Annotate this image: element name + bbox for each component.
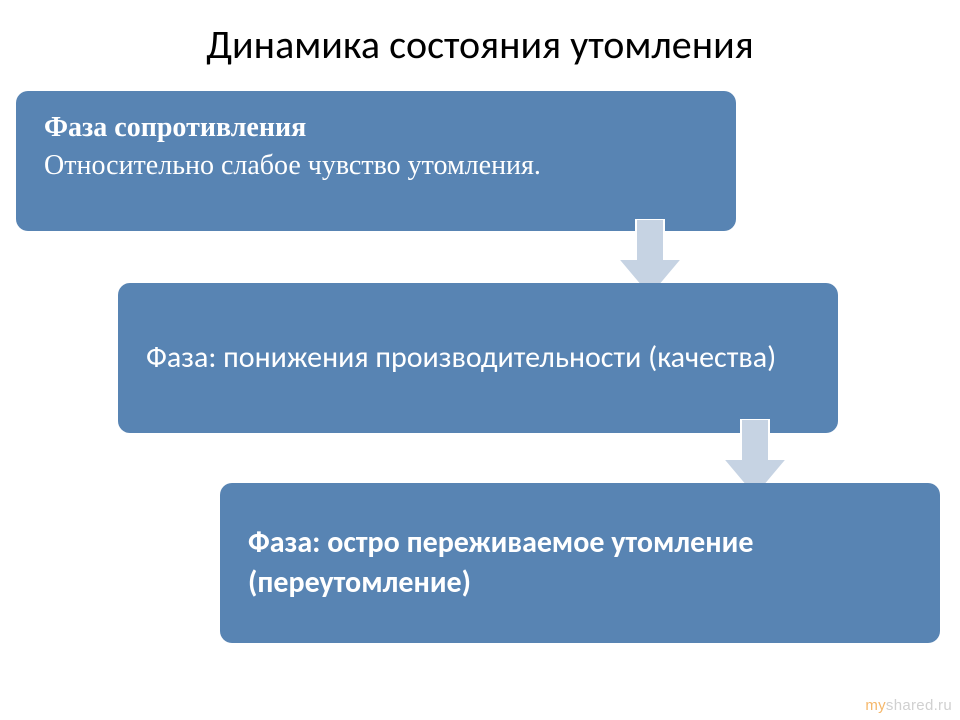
- watermark-prefix: my: [865, 697, 886, 714]
- flow-diagram: Фаза сопротивления Относительно слабое ч…: [0, 79, 960, 699]
- phase-1-body: Относительно слабое чувство утомления.: [44, 147, 708, 185]
- watermark: myshared.ru: [865, 697, 952, 714]
- phase-1-title: Фаза сопротивления: [44, 109, 708, 147]
- phase-block-2: Фаза: понижения производительности (каче…: [118, 283, 838, 433]
- phase-3-body: Фаза: остро переживаемое утомление (пере…: [248, 523, 912, 604]
- watermark-suffix: shared.ru: [886, 697, 952, 714]
- page-title: Динамика состояния утомления: [0, 0, 960, 79]
- phase-block-3: Фаза: остро переживаемое утомление (пере…: [220, 483, 940, 643]
- phase-block-1: Фаза сопротивления Относительно слабое ч…: [16, 91, 736, 231]
- phase-2-body: Фаза: понижения производительности (каче…: [146, 338, 776, 379]
